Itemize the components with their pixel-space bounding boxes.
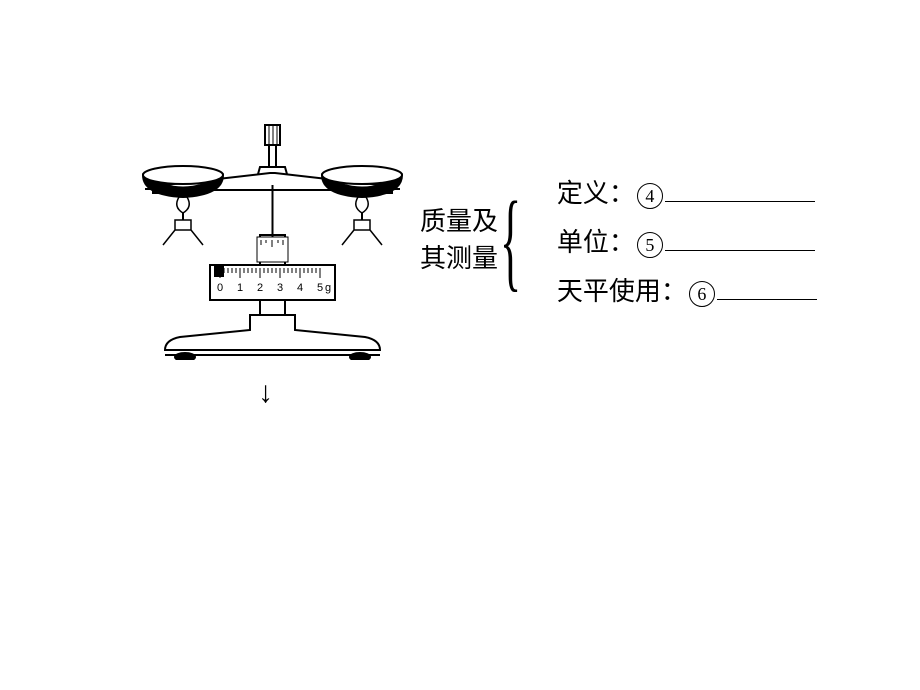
ruler-tick-2: 2 (257, 282, 263, 294)
ruler-tick-5: 5 (317, 282, 323, 294)
circled-marker: 5 (637, 232, 663, 258)
blank-line (717, 276, 817, 300)
down-arrow: ↓ (258, 376, 273, 410)
item-prefix: 单位： (557, 222, 635, 259)
blank-line (665, 178, 815, 202)
topic-label-line2: 其测量 (420, 241, 498, 277)
circled-marker: 4 (637, 183, 663, 209)
topic-block: 质量及 其测量 { 定义： 4 单位： 5 天平使用： 6 (420, 173, 817, 308)
ruler-tick-1: 1 (237, 282, 243, 294)
topic-items: 定义： 4 单位： 5 天平使用： 6 (557, 173, 817, 308)
page-root: 0 1 2 3 4 5 g ↓ 质量及 其测量 { 定义： 4 单位： 5 (0, 0, 920, 690)
ruler-tick-3: 3 (277, 282, 283, 294)
topic-label-line1: 质量及 (420, 204, 498, 240)
circled-marker: 6 (689, 281, 715, 307)
ruler-unit: g (325, 282, 331, 294)
topic-label: 质量及 其测量 (420, 204, 498, 277)
item-balance-usage: 天平使用： 6 (557, 271, 817, 308)
blank-line (665, 227, 815, 251)
brace-left: { (500, 191, 521, 290)
ruler-tick-4: 4 (297, 282, 303, 294)
item-prefix: 定义： (557, 173, 635, 210)
item-prefix: 天平使用： (557, 271, 687, 308)
item-unit: 单位： 5 (557, 222, 817, 259)
balance-scale-figure: 0 1 2 3 4 5 g (135, 115, 410, 360)
ruler-tick-0: 0 (217, 282, 223, 294)
item-definition: 定义： 4 (557, 173, 817, 210)
